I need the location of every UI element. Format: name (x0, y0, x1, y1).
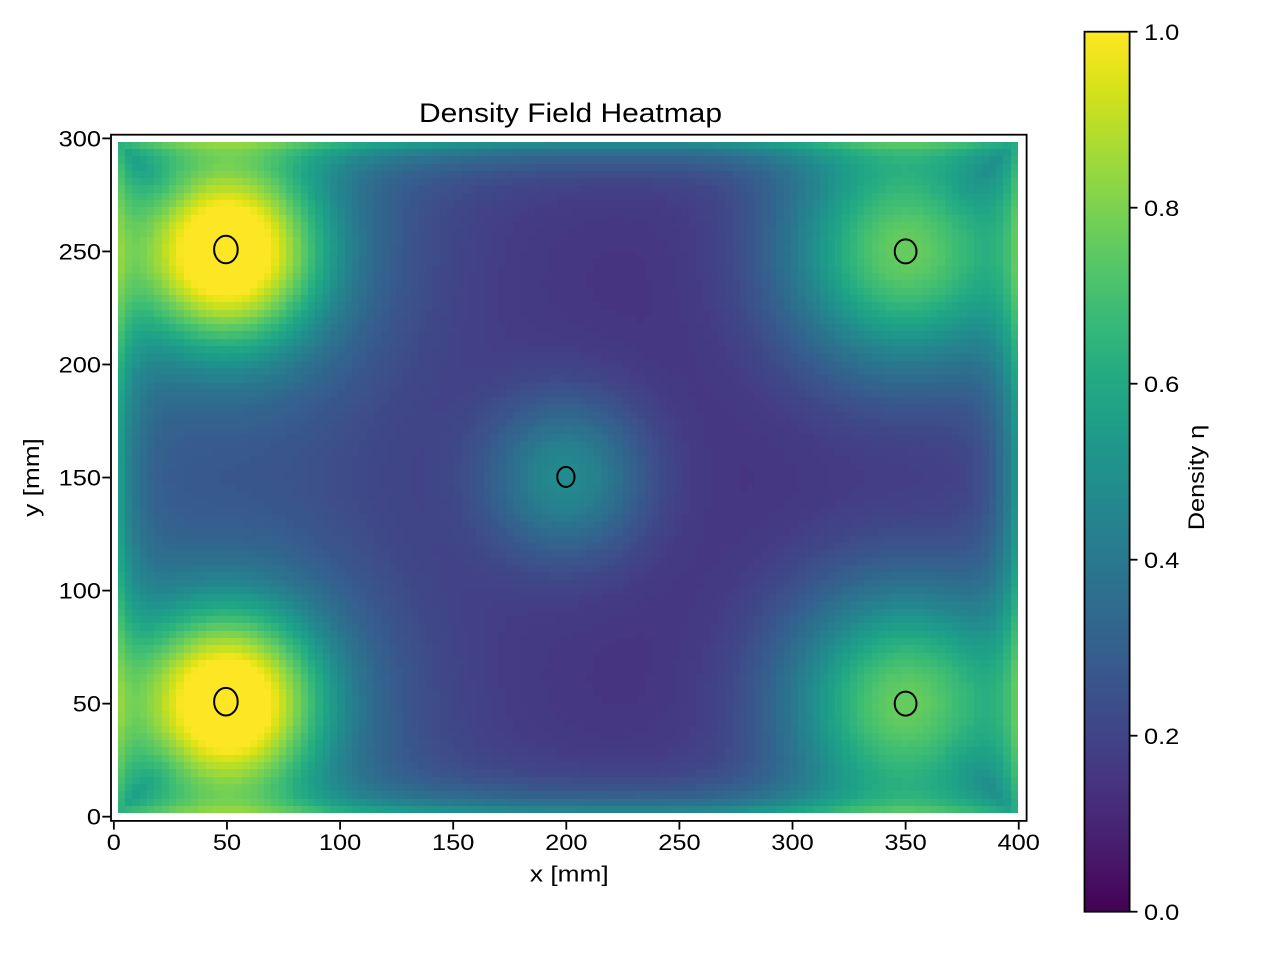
svg-text:0.2: 0.2 (1144, 724, 1179, 749)
svg-text:1.0: 1.0 (1144, 20, 1179, 45)
svg-text:Density η: Density η (1184, 425, 1209, 531)
svg-text:200: 200 (545, 830, 587, 855)
svg-text:0.0: 0.0 (1144, 900, 1179, 925)
svg-text:200: 200 (59, 352, 101, 377)
svg-text:250: 250 (59, 239, 101, 264)
svg-text:150: 150 (59, 465, 101, 490)
svg-text:400: 400 (998, 830, 1040, 855)
svg-text:0.6: 0.6 (1144, 372, 1179, 397)
svg-text:250: 250 (658, 830, 700, 855)
svg-text:100: 100 (59, 578, 101, 603)
svg-text:0: 0 (107, 830, 121, 855)
svg-text:100: 100 (319, 830, 361, 855)
svg-text:50: 50 (213, 830, 241, 855)
svg-text:Density Field Heatmap: Density Field Heatmap (419, 98, 722, 128)
svg-text:50: 50 (73, 692, 101, 717)
svg-text:0: 0 (87, 805, 101, 830)
svg-text:0.8: 0.8 (1144, 196, 1179, 221)
svg-text:300: 300 (59, 126, 101, 151)
svg-text:150: 150 (432, 830, 474, 855)
svg-text:0.4: 0.4 (1144, 548, 1179, 573)
svg-text:350: 350 (884, 830, 926, 855)
svg-text:x [mm]: x [mm] (530, 862, 609, 887)
svg-text:300: 300 (771, 830, 813, 855)
svg-text:y [mm]: y [mm] (19, 438, 44, 517)
